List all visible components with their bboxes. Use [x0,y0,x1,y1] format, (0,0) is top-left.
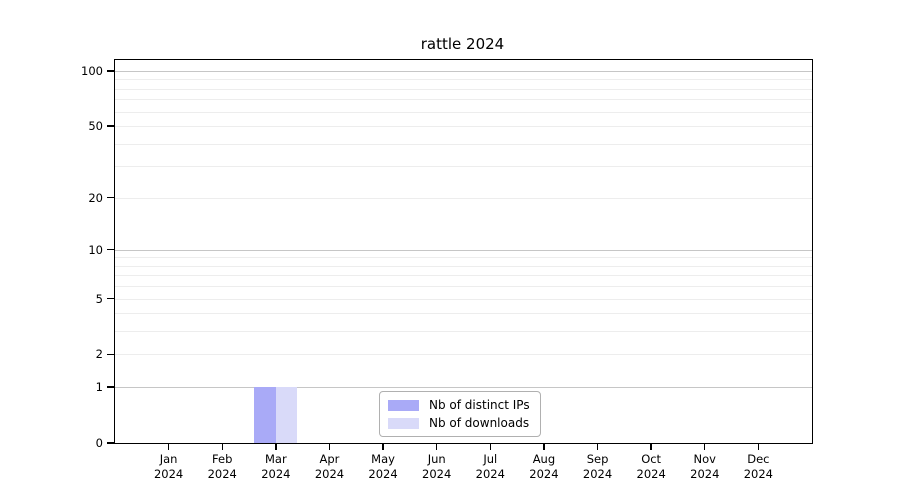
minor-gridline [115,197,812,199]
x-tick-label: Feb 2024 [190,452,254,482]
x-tick-mark [221,443,223,450]
x-tick-label: Jun 2024 [405,452,469,482]
x-tick-mark [757,443,760,450]
x-tick-month: May [371,452,395,466]
legend-entry-label: Nb of downloads [429,416,530,430]
major-gridline [115,249,812,251]
minor-gridline [115,111,812,113]
minor-gridline [115,257,812,259]
x-tick-year: 2024 [582,467,613,481]
x-tick-year: 2024 [475,467,505,481]
y-tick-label: 100 [81,64,103,78]
legend-swatch-icon [388,417,419,429]
x-tick-mark [167,443,170,450]
x-tick-label: Apr 2024 [297,452,361,482]
x-tick-month: Apr [319,452,340,466]
x-tick-year: 2024 [743,467,774,481]
x-tick-month: Nov [693,452,716,466]
major-gridline [115,387,812,389]
y-tick-mark [107,353,114,356]
minor-gridline [115,331,812,333]
y-tick-mark [107,442,114,444]
y-tick-mark [107,297,114,300]
x-tick-label: Jul 2024 [458,452,522,482]
x-tick-year: 2024 [636,467,666,481]
x-tick-mark [382,443,384,450]
x-tick-year: 2024 [207,467,237,481]
minor-gridline [115,354,812,356]
bar-nb-of-distinct-ips [254,387,276,443]
x-tick-label: Mar 2024 [244,452,308,482]
minor-gridline [115,298,812,300]
x-tick-year: 2024 [690,467,720,481]
legend: Nb of distinct IPs Nb of downloads [379,391,541,437]
x-tick-mark [489,443,491,450]
y-tick-label: 20 [88,190,103,205]
y-tick-label: 0 [95,436,103,450]
y-tick-label: 10 [88,242,103,257]
minor-gridline [115,88,812,90]
x-tick-year: 2024 [314,467,345,481]
x-tick-month: Jul [483,452,498,466]
x-tick-mark [328,443,331,450]
x-tick-label: May 2024 [351,452,415,482]
x-tick-month: Aug [532,452,556,466]
legend-entry: Nb of downloads [388,416,530,430]
x-tick-month: Jun [427,452,446,466]
y-tick-mark [107,249,114,251]
y-tick-mark [107,125,114,127]
plot-area: 0 1 2 5 10 20 50 100 Jan 2024 Feb 2024 Mar 2024 Apr 20… [81,59,813,481]
x-tick-mark [543,443,545,450]
chart-title: rattle 2024 [420,35,505,53]
y-tick-mark [107,196,114,199]
x-tick-month: Jan [159,452,178,466]
x-tick-month: Feb [212,452,233,466]
x-tick-year: 2024 [529,467,559,481]
x-tick-label: Oct 2024 [619,452,683,482]
x-tick-label: Sep 2024 [566,452,630,482]
minor-gridline [115,99,812,101]
x-tick-label: Dec 2024 [726,452,790,482]
x-tick-label: Nov 2024 [673,452,737,482]
x-tick-mark [650,443,652,450]
minor-gridline [115,126,812,128]
minor-gridline [115,286,812,288]
x-tick-month: Mar [264,452,287,466]
major-gridline [115,71,812,72]
bar-nb-of-downloads [275,387,298,443]
legend-entry-label: Nb of distinct IPs [429,398,530,412]
x-tick-mark [275,443,277,450]
minor-gridline [115,143,812,145]
y-tick-label: 2 [95,347,103,362]
y-tick-label: 5 [95,291,103,306]
y-tick-mark [107,386,114,388]
x-tick-mark [704,443,706,450]
x-tick-mark [596,443,599,450]
legend-swatch-icon [388,399,419,411]
y-tick-label: 50 [88,119,103,134]
minor-gridline [115,313,812,315]
legend-entry: Nb of distinct IPs [388,398,530,412]
minor-gridline [115,166,812,168]
x-tick-year: 2024 [422,467,452,481]
y-tick-label: 1 [95,380,103,395]
x-tick-mark [435,443,438,450]
x-tick-year: 2024 [153,467,184,481]
x-tick-year: 2024 [261,467,291,481]
x-tick-label: Aug 2024 [512,452,576,482]
minor-gridline [115,265,812,267]
x-tick-label: Jan 2024 [137,452,201,482]
x-tick-month: Sep [586,452,609,466]
minor-gridline [115,79,812,81]
x-tick-year: 2024 [368,467,398,481]
x-tick-month: Dec [747,452,770,466]
y-tick-mark [107,70,114,72]
minor-gridline [115,275,812,277]
x-tick-month: Oct [641,452,662,466]
